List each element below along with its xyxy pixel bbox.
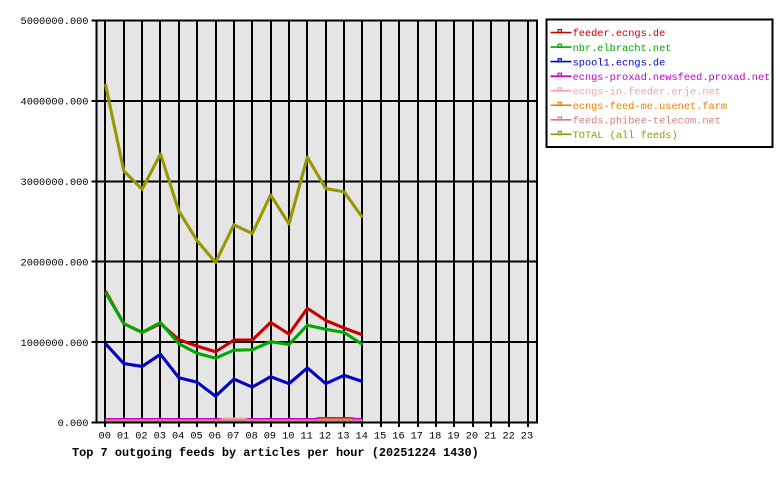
svg-text:16: 16 (392, 430, 404, 442)
svg-text:17: 17 (411, 430, 423, 442)
svg-text:15: 15 (374, 430, 386, 442)
svg-text:20: 20 (466, 430, 478, 442)
svg-text:Top 7 outgoing feeds by articl: Top 7 outgoing feeds by articles per hou… (72, 446, 479, 460)
svg-text:3000000.000: 3000000.000 (21, 177, 89, 189)
svg-text:06: 06 (209, 430, 221, 442)
svg-text:00: 00 (99, 430, 111, 442)
svg-text:nbr.elbracht.net: nbr.elbracht.net (573, 43, 672, 55)
svg-text:09: 09 (264, 430, 276, 442)
svg-text:03: 03 (154, 430, 166, 442)
svg-text:18: 18 (429, 430, 441, 442)
svg-text:14: 14 (356, 430, 368, 442)
svg-text:0.000: 0.000 (58, 418, 89, 430)
svg-text:07: 07 (227, 430, 239, 442)
svg-text:02: 02 (135, 430, 147, 442)
svg-text:feeder.ecngs.de: feeder.ecngs.de (573, 28, 666, 40)
svg-text:TOTAL (all feeds): TOTAL (all feeds) (573, 130, 678, 142)
svg-text:05: 05 (190, 430, 202, 442)
svg-text:23: 23 (521, 430, 533, 442)
svg-text:ecngs-in.feeder.erje.net: ecngs-in.feeder.erje.net (573, 86, 721, 98)
svg-text:08: 08 (245, 430, 257, 442)
svg-text:04: 04 (172, 430, 184, 442)
svg-text:ecngs-feed-me.usenet.farm: ecngs-feed-me.usenet.farm (573, 101, 727, 113)
svg-text:22: 22 (502, 430, 514, 442)
svg-text:10: 10 (282, 430, 294, 442)
svg-text:13: 13 (337, 430, 349, 442)
svg-text:4000000.000: 4000000.000 (21, 97, 89, 109)
svg-text:19: 19 (447, 430, 459, 442)
svg-text:21: 21 (484, 430, 496, 442)
svg-text:2000000.000: 2000000.000 (21, 257, 89, 269)
svg-text:01: 01 (117, 430, 129, 442)
svg-text:ecngs-proxad.newsfeed.proxad.n: ecngs-proxad.newsfeed.proxad.net (573, 72, 771, 84)
svg-text:1000000.000: 1000000.000 (21, 338, 89, 350)
svg-text:spool1.ecngs.de: spool1.ecngs.de (573, 57, 666, 69)
svg-text:12: 12 (319, 430, 331, 442)
svg-text:5000000.000: 5000000.000 (21, 16, 89, 28)
svg-text:11: 11 (300, 430, 312, 442)
svg-text:feeds.phibee-telecom.net: feeds.phibee-telecom.net (573, 116, 721, 128)
